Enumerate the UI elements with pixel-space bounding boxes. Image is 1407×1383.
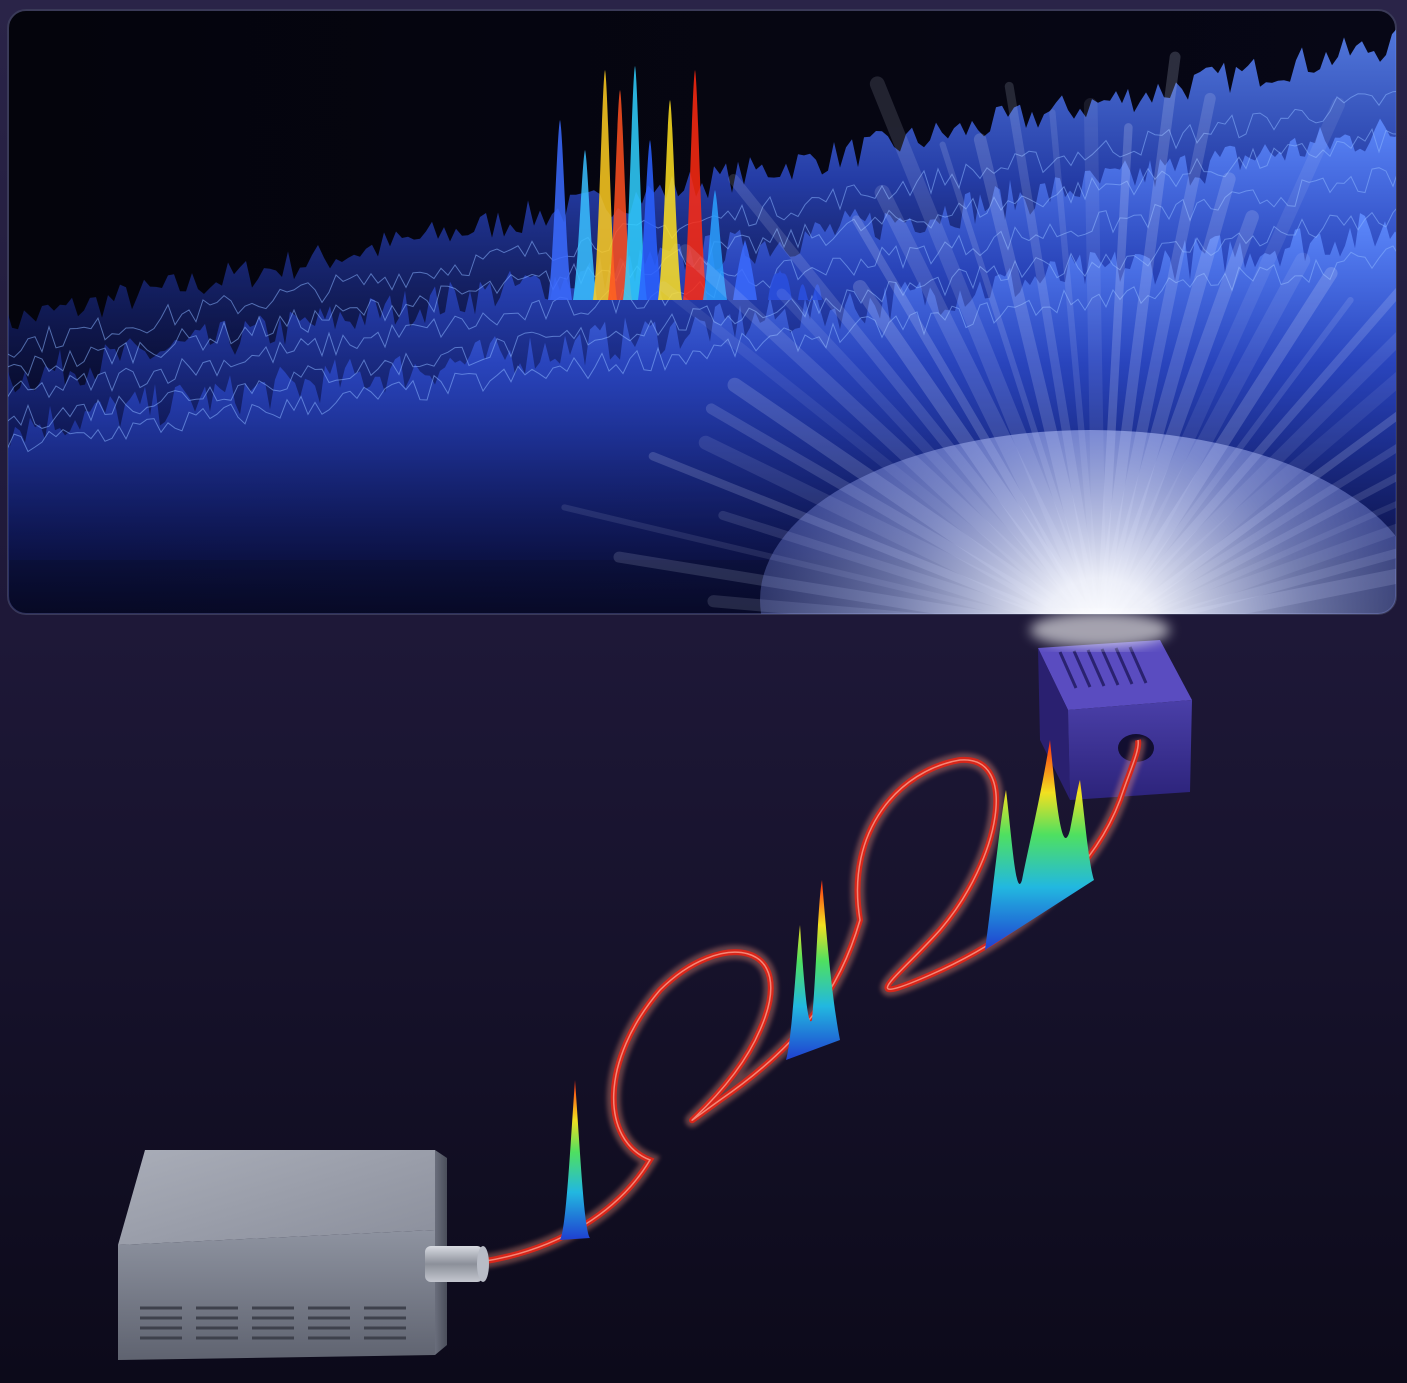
spectral-peak-1	[560, 1080, 590, 1240]
speckle-panel	[7, 9, 1397, 615]
optical-fiber-coil-icon	[478, 738, 1146, 1269]
spectral-peak-3	[985, 740, 1094, 950]
laser-source-box-icon	[118, 1150, 489, 1360]
spectral-peaks-icon	[560, 740, 1094, 1240]
spectral-peak-2	[786, 880, 840, 1060]
vent-slots	[140, 1306, 406, 1340]
central-speckle-peaks	[548, 66, 822, 302]
fiber-connector	[425, 1246, 483, 1282]
fiber-output-block-icon	[1030, 612, 1192, 800]
